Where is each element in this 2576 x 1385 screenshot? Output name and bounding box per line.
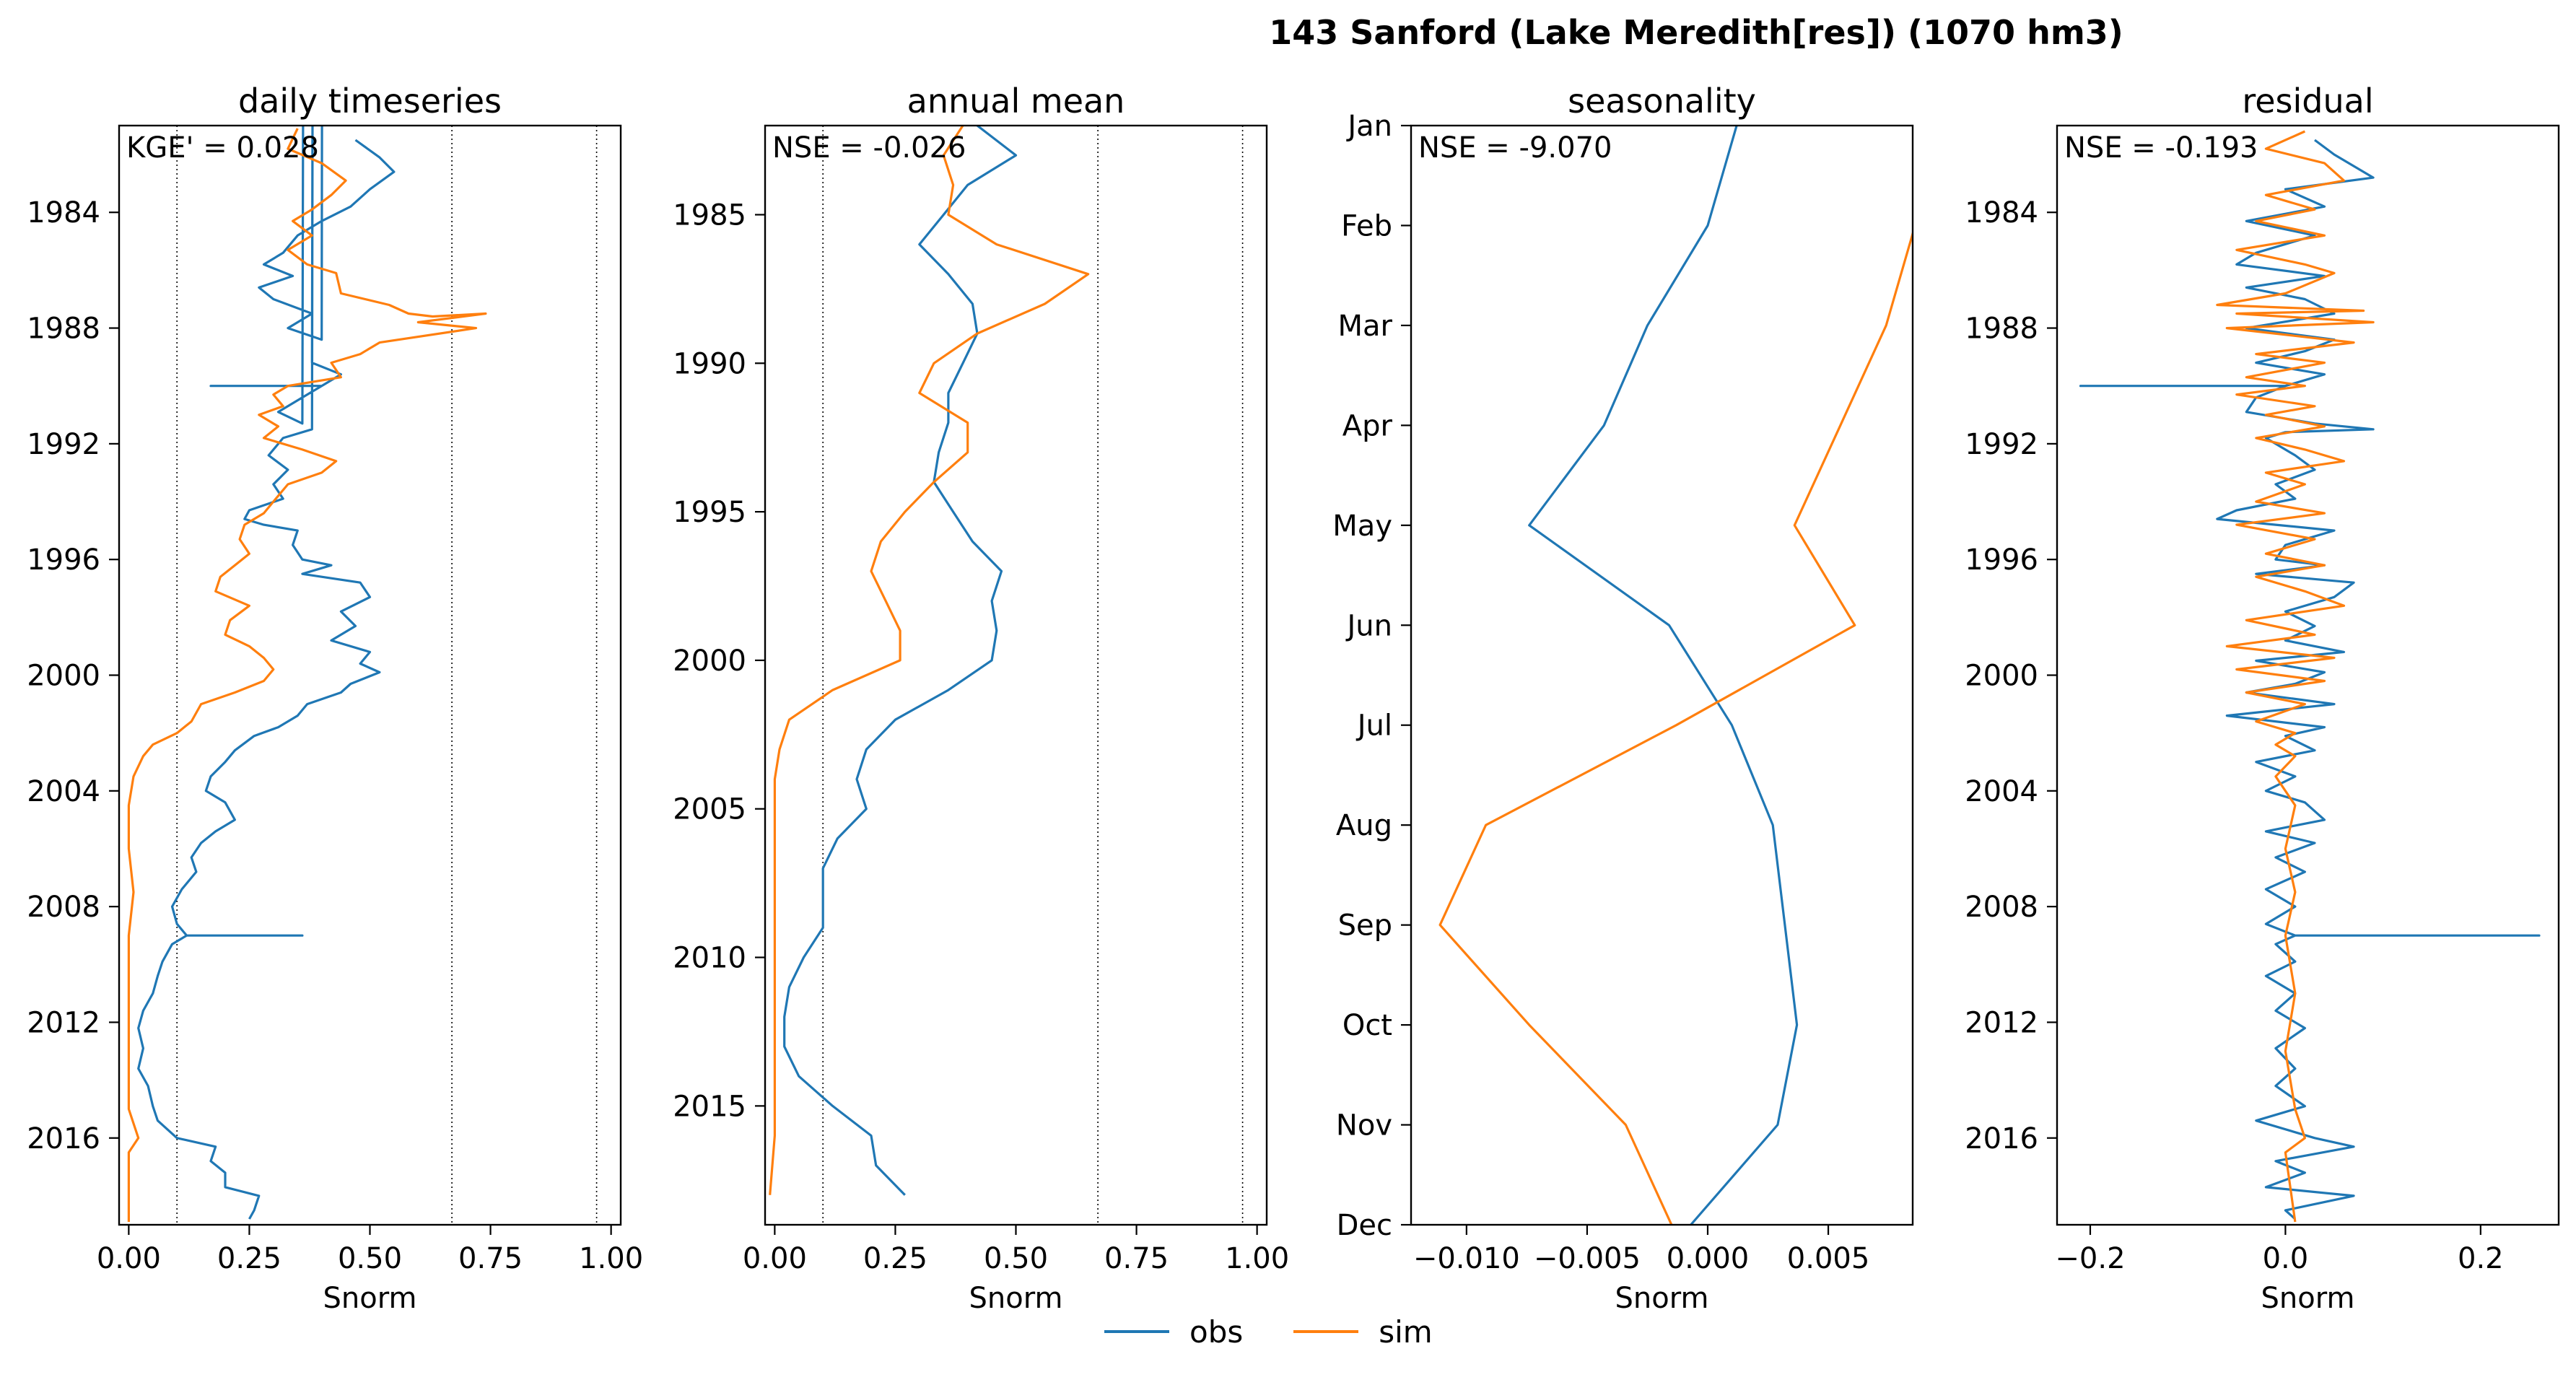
series-line-obs xyxy=(783,126,1018,1196)
y-tick-label: Apr xyxy=(1342,409,1393,442)
x-tick-label: −0.010 xyxy=(1413,1242,1520,1275)
series-line-obs xyxy=(1528,126,1799,1225)
metric-annotation: NSE = -9.070 xyxy=(1418,131,1612,165)
x-axis-label: Snorm xyxy=(323,1282,417,1315)
series-line-sim xyxy=(2216,130,2375,1223)
y-tick-label: Jun xyxy=(1345,609,1393,642)
x-tick-label: 0.25 xyxy=(217,1242,281,1275)
y-tick-label: 1995 xyxy=(673,496,746,529)
y-tick-label: 2004 xyxy=(27,775,100,808)
x-tick-label: 0.50 xyxy=(984,1242,1048,1275)
x-tick-label: 0.005 xyxy=(1787,1242,1870,1275)
x-tick-label: 0.2 xyxy=(2458,1242,2504,1275)
y-tick-label: 1984 xyxy=(27,196,100,230)
legend-label-sim: sim xyxy=(1379,1314,1433,1350)
y-tick-label: 1996 xyxy=(1965,543,2038,577)
metric-annotation: NSE = -0.193 xyxy=(2064,131,2258,165)
series-line-sim xyxy=(127,128,487,1222)
plot-frame xyxy=(764,124,1268,1226)
y-tick-label: 2000 xyxy=(673,645,746,678)
panel-1: daily timeseries KGE' = 0.028 0.00 0.25 0.50… xyxy=(27,82,643,1315)
panel-2: annual mean NSE = -0.026 0.00 0.25 0.50 0.75 1… xyxy=(673,82,1289,1315)
plot-area xyxy=(127,126,487,1222)
x-tick-label: 0.00 xyxy=(97,1242,161,1275)
y-tick-label: 2015 xyxy=(673,1090,746,1123)
plot-area xyxy=(769,126,1090,1196)
x-tick-label: 0.00 xyxy=(743,1242,807,1275)
y-tick-label: 2016 xyxy=(1965,1122,2038,1155)
x-tick-label: −0.005 xyxy=(1534,1242,1641,1275)
metric-annotation: KGE' = 0.028 xyxy=(126,131,319,165)
x-tick-label: 1.00 xyxy=(1225,1242,1289,1275)
x-tick-label: 0.75 xyxy=(458,1242,523,1275)
y-tick-label: 2010 xyxy=(673,942,746,975)
x-axis-label: Snorm xyxy=(969,1282,1063,1315)
legend-item-obs: obs xyxy=(1104,1314,1243,1350)
plot-area xyxy=(2079,130,2541,1223)
y-tick-label: 2004 xyxy=(1965,775,2038,808)
plot-frame xyxy=(2056,124,2560,1226)
y-tick-label: Feb xyxy=(1341,209,1392,243)
y-tick-label: Sep xyxy=(1338,909,1392,943)
x-tick-label: 1.00 xyxy=(579,1242,643,1275)
y-tick-label: 1988 xyxy=(27,313,100,346)
y-tick-label: Dec xyxy=(1337,1209,1392,1242)
legend-label-obs: obs xyxy=(1189,1314,1244,1350)
panel-title: seasonality xyxy=(1568,82,1756,121)
series-line-sim xyxy=(1438,230,1913,1225)
y-tick-label: 2012 xyxy=(27,1006,100,1039)
legend-swatch-sim xyxy=(1293,1330,1359,1333)
panel-title: daily timeseries xyxy=(238,82,502,121)
y-tick-label: 1992 xyxy=(27,428,100,461)
plot-frame xyxy=(1410,124,1914,1226)
y-tick-label: Mar xyxy=(1338,310,1393,343)
y-tick-label: 2000 xyxy=(1965,660,2038,693)
x-tick-label: 0.25 xyxy=(863,1242,927,1275)
x-tick-label: 0.75 xyxy=(1104,1242,1169,1275)
y-tick-label: Jan xyxy=(1345,110,1392,143)
metric-annotation: NSE = -0.026 xyxy=(772,131,966,165)
y-tick-label: 1985 xyxy=(673,198,746,232)
y-tick-label: Aug xyxy=(1336,809,1392,842)
legend: obs sim xyxy=(1104,1310,1433,1353)
y-tick-label: 2008 xyxy=(27,891,100,924)
y-tick-label: 2008 xyxy=(1965,891,2038,924)
y-tick-label: 1984 xyxy=(1965,196,2038,230)
y-tick-label: 1996 xyxy=(27,543,100,577)
x-axis-label: Snorm xyxy=(1615,1282,1709,1315)
figure-title: 143 Sanford (Lake Meredith[res]) (1070 h… xyxy=(1269,13,2123,52)
y-tick-label: 2000 xyxy=(27,660,100,693)
y-tick-label: 1990 xyxy=(673,347,746,380)
y-tick-label: 2016 xyxy=(27,1122,100,1155)
y-tick-label: 1988 xyxy=(1965,313,2038,346)
x-tick-label: 0.50 xyxy=(338,1242,402,1275)
series-line-sim xyxy=(769,126,1090,1195)
y-tick-label: 1992 xyxy=(1965,428,2038,461)
legend-swatch-obs xyxy=(1104,1330,1169,1333)
panel-3: seasonality NSE = -9.070 −0.010 −0.005 0.000… xyxy=(1332,82,1914,1315)
panel-title: annual mean xyxy=(907,82,1125,121)
plot-area xyxy=(1438,126,1913,1225)
y-tick-label: 2012 xyxy=(1965,1006,2038,1039)
panel-4: residual NSE = -0.193 −0.2 0.0 0.2 1984 1988 19… xyxy=(1965,82,2560,1315)
series-line-obs xyxy=(137,126,396,1220)
y-tick-label: Nov xyxy=(1336,1109,1392,1142)
x-axis-label: Snorm xyxy=(2261,1282,2355,1315)
y-tick-label: Jul xyxy=(1355,709,1392,743)
y-tick-label: 2005 xyxy=(673,793,746,826)
y-tick-label: May xyxy=(1332,510,1392,543)
legend-item-sim: sim xyxy=(1293,1314,1433,1350)
x-tick-label: −0.2 xyxy=(2055,1242,2125,1275)
panel-title: residual xyxy=(2242,82,2373,121)
y-tick-label: Oct xyxy=(1342,1009,1392,1042)
x-tick-label: 0.000 xyxy=(1667,1242,1750,1275)
x-tick-label: 0.0 xyxy=(2263,1242,2309,1275)
